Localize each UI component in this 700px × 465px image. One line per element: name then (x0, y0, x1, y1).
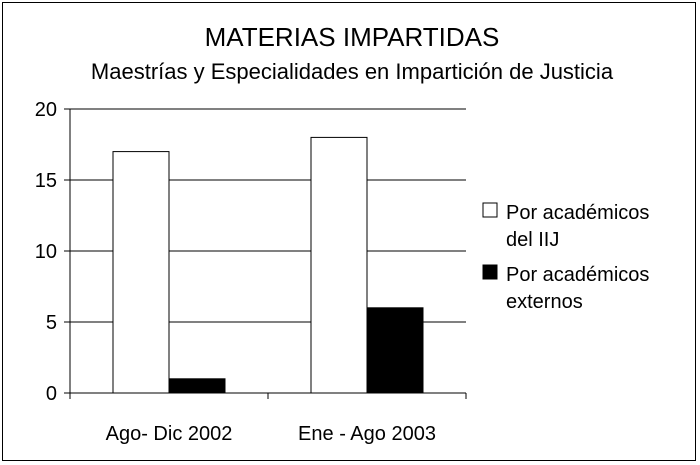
y-tick-labels: 0 5 10 15 20 (35, 99, 57, 405)
legend: Por académicos del IIJ Por académicos ex… (482, 202, 649, 313)
legend-swatch-iij (482, 202, 498, 218)
y-tick-label-10: 10 (35, 241, 57, 263)
bar-iij-1 (310, 136, 368, 394)
chart-subtitle: Maestrías y Especialidades en Impartició… (91, 59, 614, 84)
legend-label-iij-line1: Por académicos (506, 202, 649, 224)
y-tick-label-5: 5 (46, 312, 57, 334)
bar-externos-1 (366, 307, 424, 394)
x-tick-label-0: Ago- Dic 2002 (106, 423, 233, 445)
legend-label-externos-line2: externos (506, 291, 583, 313)
y-tick-label-20: 20 (35, 99, 57, 121)
bars (112, 136, 424, 394)
y-tick-label-15: 15 (35, 170, 57, 192)
x-tick-labels: Ago- Dic 2002 Ene - Ago 2003 (106, 423, 436, 445)
bar-iij-0 (112, 151, 170, 394)
axes (64, 108, 467, 399)
y-tick-label-0: 0 (46, 383, 57, 405)
legend-swatch-externos (482, 264, 498, 280)
bar-externos-0 (168, 378, 226, 394)
legend-label-externos-line1: Por académicos (506, 264, 649, 286)
chart-title: MATERIAS IMPARTIDAS (205, 22, 500, 52)
legend-label-iij-line2: del IIJ (506, 229, 559, 251)
x-tick-label-1: Ene - Ago 2003 (298, 423, 436, 445)
